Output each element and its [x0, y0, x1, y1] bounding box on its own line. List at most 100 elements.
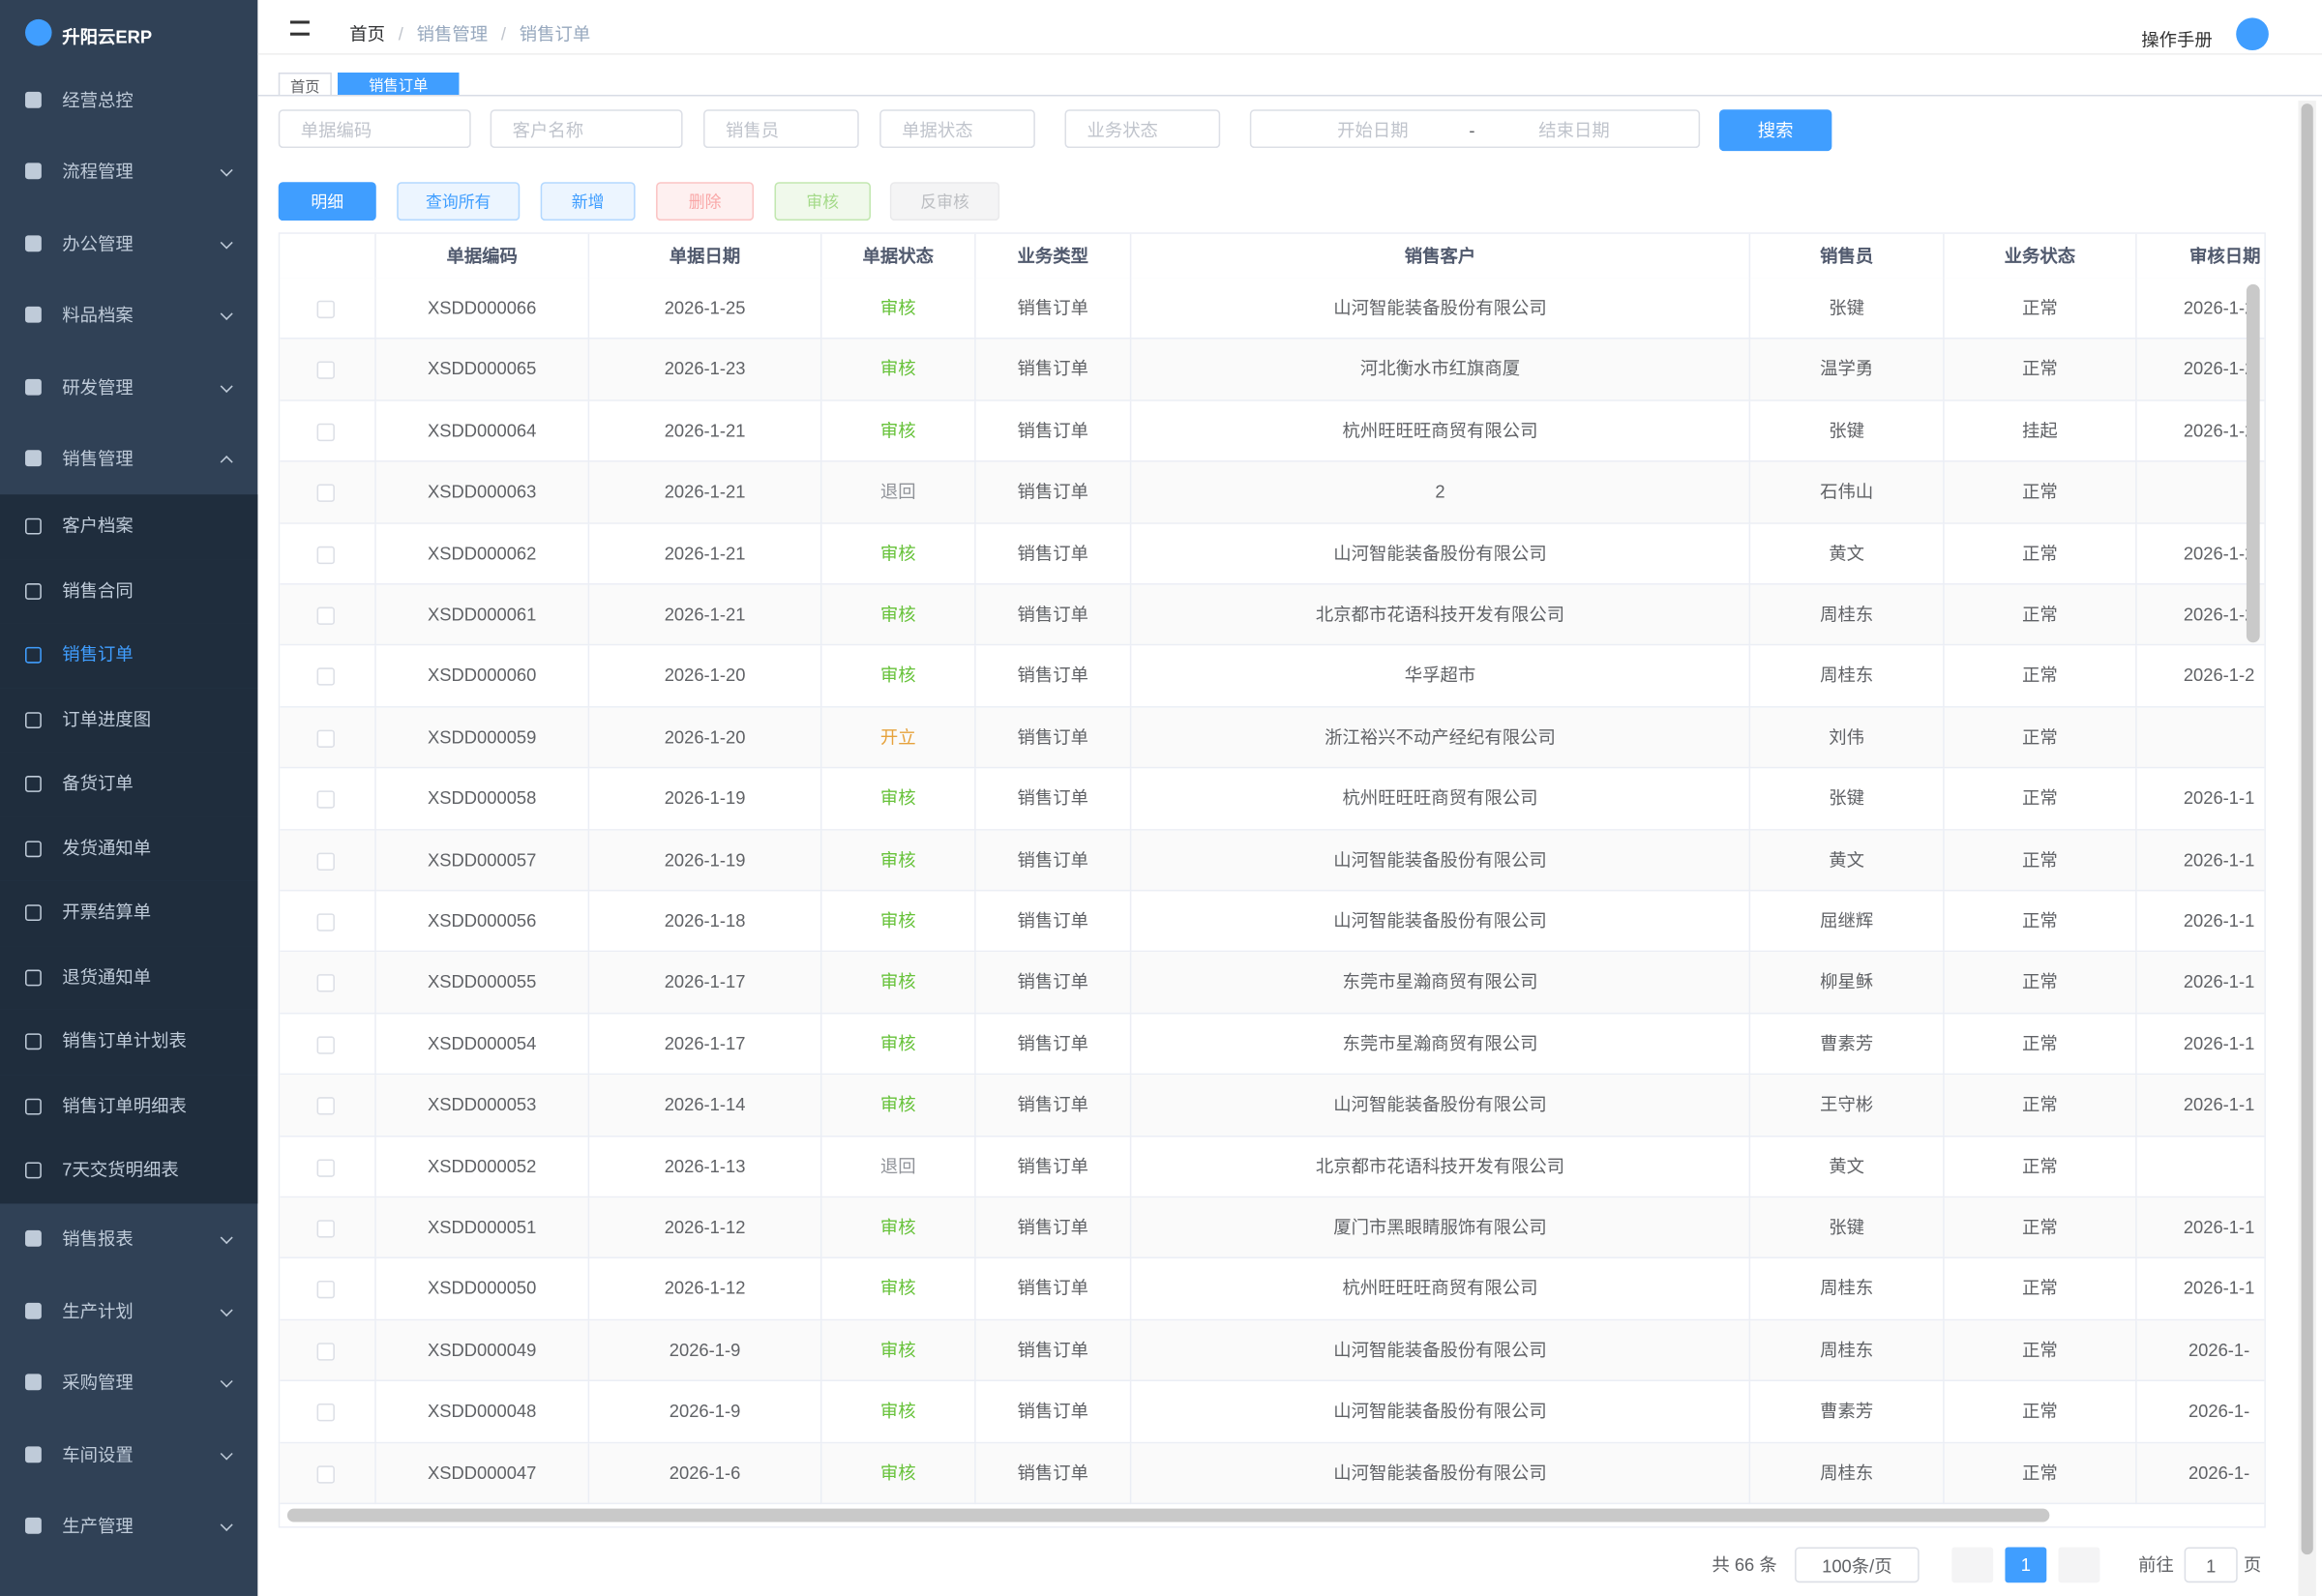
tag[interactable]: 首页 [278, 72, 332, 95]
menu-item[interactable]: 销售管理 [0, 424, 257, 494]
tag-active[interactable]: 销售订单 [337, 72, 460, 95]
submenu-item[interactable]: 客户档案 [0, 494, 258, 559]
filter-input[interactable]: 单据状态 [879, 109, 1035, 149]
menu-item[interactable]: 车间设置 [0, 1419, 257, 1490]
checkbox[interactable] [316, 852, 335, 871]
submenu-item[interactable]: 7天交货明细表 [0, 1138, 258, 1203]
checkbox[interactable] [316, 423, 335, 441]
checkbox[interactable] [316, 300, 335, 319]
toolbar-button[interactable]: 明细 [278, 182, 376, 222]
table-row[interactable]: XSDD000057 2026-1-19 审核 销售订单 山河智能装备股份有限公司 黄文正… [280, 830, 2265, 892]
submenu-item[interactable]: 发货通知单 [0, 816, 258, 881]
menu-item[interactable]: 研发管理 [0, 352, 257, 423]
submenu-item[interactable]: 开票结算单 [0, 880, 258, 946]
checkbox-cell[interactable] [280, 1136, 376, 1198]
checkbox-cell[interactable] [280, 400, 376, 462]
menu-item[interactable]: 采购管理 [0, 1347, 257, 1418]
checkbox[interactable] [316, 729, 335, 748]
table-row[interactable]: XSDD000049 2026-1-9 审核 销售订单 山河智能装备股份有限公司 周桂东正… [280, 1319, 2265, 1382]
toolbar-button[interactable]: 反审核 [889, 182, 1000, 222]
table-row[interactable]: XSDD000065 2026-1-23 审核 销售订单 河北衡水市红旗商厦 温学勇 正常 2… [280, 340, 2265, 401]
checkbox-cell[interactable] [280, 1258, 376, 1320]
filter-input[interactable]: 单据编码 [278, 109, 471, 149]
table-row[interactable]: XSDD000062 2026-1-21 审核 销售订单 山河智能装备股份有限公司 黄文正… [280, 523, 2265, 585]
crumb[interactable]: 首页 [349, 23, 385, 44]
checkbox-cell[interactable] [280, 1381, 376, 1443]
checkbox[interactable] [316, 1220, 335, 1238]
checkbox[interactable] [316, 606, 335, 625]
goto-input[interactable]: 1 [2184, 1547, 2238, 1583]
checkbox[interactable] [316, 974, 335, 993]
checkbox[interactable] [316, 913, 335, 931]
submenu-item[interactable]: 订单进度图 [0, 687, 258, 753]
table-row[interactable]: XSDD000056 2026-1-18 审核 销售订单 山河智能装备股份有限公司 屈继辉… [280, 891, 2265, 953]
menu-item[interactable]: 生产计划 [0, 1276, 257, 1346]
header-cell[interactable]: 单据日期 [589, 233, 822, 279]
submenu-item[interactable]: 销售订单计划表 [0, 1009, 258, 1075]
page-number[interactable]: 1 [2005, 1547, 2047, 1583]
checkbox-cell[interactable] [280, 461, 376, 524]
prev-button[interactable] [1951, 1547, 1994, 1583]
submenu-item[interactable]: 销售订单明细表 [0, 1074, 258, 1139]
checkbox-cell[interactable] [280, 523, 376, 585]
checkbox[interactable] [316, 484, 335, 503]
filter-input[interactable]: 客户名称 [490, 109, 683, 149]
table-row[interactable]: XSDD000063 2026-1-21 退回 销售订单 2 石伟山 正常 [280, 461, 2265, 524]
checkbox[interactable] [316, 1281, 335, 1299]
submenu-item[interactable]: 备货订单 [0, 752, 258, 817]
checkbox-cell[interactable] [280, 1319, 376, 1382]
next-button[interactable] [2058, 1547, 2100, 1583]
crumb[interactable]: 销售管理 [416, 23, 489, 44]
checkbox[interactable] [316, 1158, 335, 1177]
menu-item[interactable]: 办公管理 [0, 209, 257, 280]
submenu-item[interactable]: 退货通知单 [0, 945, 258, 1010]
menu-item[interactable]: 经营总控 [0, 65, 257, 135]
hamburger[interactable] [289, 20, 310, 36]
table-row[interactable]: XSDD000053 2026-1-14 审核 销售订单 山河智能装备股份有限公司 王守彬… [280, 1075, 2265, 1137]
checkbox[interactable] [316, 362, 335, 380]
checkbox[interactable] [316, 1097, 335, 1115]
checkbox[interactable] [316, 1342, 335, 1361]
table-row[interactable]: XSDD000058 2026-1-19 审核 销售订单 杭州旺旺旺商贸有限公司 张键 正常… [280, 768, 2265, 831]
table-row[interactable]: XSDD000048 2026-1-9 审核 销售订单 山河智能装备股份有限公司 曹素芳正… [280, 1381, 2265, 1443]
avatar[interactable] [2236, 17, 2269, 51]
table-row[interactable]: XSDD000051 2026-1-12 审核 销售订单 厦门市黑眼睛服饰有限公司 张键正… [280, 1197, 2265, 1259]
checkbox-cell[interactable] [280, 645, 376, 708]
checkbox[interactable] [316, 1036, 335, 1054]
search-button[interactable]: 搜索 [1719, 109, 1832, 152]
checkbox-cell[interactable] [280, 278, 376, 340]
checkbox[interactable] [316, 1464, 335, 1484]
checkbox-cell[interactable] [280, 830, 376, 892]
toolbar-button[interactable]: 审核 [774, 182, 871, 222]
checkbox-cell[interactable] [280, 1075, 376, 1137]
toolbar-button[interactable]: 新增 [540, 182, 636, 222]
checkbox[interactable] [316, 790, 335, 809]
checkbox-cell[interactable] [280, 952, 376, 1015]
table-row[interactable]: XSDD000059 2026-1-20 开立 销售订单 浙江裕兴不动产经纪有限公司 刘伟… [280, 707, 2265, 769]
submenu-item[interactable]: 销售合同 [0, 558, 258, 624]
menu-item[interactable]: 销售报表 [0, 1203, 257, 1274]
checkbox-cell[interactable] [280, 1442, 376, 1505]
toolbar-button[interactable]: 查询所有 [397, 182, 521, 222]
menu-item[interactable]: 料品档案 [0, 281, 257, 351]
table-row[interactable]: XSDD000047 2026-1-6 审核 销售订单 山河智能装备股份有限公司 周桂东正… [280, 1442, 2265, 1505]
table-row[interactable]: XSDD000066 2026-1-25 审核 销售订单 山河智能装备股份有限公司 张键正… [280, 278, 2265, 340]
table-row[interactable]: XSDD000064 2026-1-21 审核 销售订单 杭州旺旺旺商贸有限公司 张键 挂起… [280, 400, 2265, 462]
manual-link[interactable]: 操作手册 [2141, 29, 2213, 51]
checkbox-cell[interactable] [280, 1014, 376, 1076]
table-row[interactable]: XSDD000060 2026-1-20 审核 销售订单 华孚超市 周桂东 正常 2026-1… [280, 645, 2265, 708]
submenu-item[interactable]: 销售订单 [0, 623, 258, 688]
checkbox-cell[interactable] [280, 768, 376, 831]
table-row[interactable]: XSDD000050 2026-1-12 审核 销售订单 杭州旺旺旺商贸有限公司 周桂东正… [280, 1258, 2265, 1320]
table-row[interactable]: XSDD000054 2026-1-17 审核 销售订单 东莞市星瀚商贸有限公司 曹素芳正… [280, 1014, 2265, 1076]
page-size[interactable]: 100条/页 [1795, 1547, 1920, 1583]
checkbox-cell[interactable] [280, 584, 376, 646]
checkbox[interactable] [316, 667, 335, 687]
filter-input[interactable]: 销售员 [703, 109, 859, 149]
checkbox-cell[interactable] [280, 891, 376, 953]
menu-item[interactable]: 流程管理 [0, 136, 257, 207]
checkbox-cell[interactable] [280, 1197, 376, 1259]
table-row[interactable]: XSDD000055 2026-1-17 审核 销售订单 东莞市星瀚商贸有限公司 柳星稣正… [280, 952, 2265, 1015]
checkbox-cell[interactable] [280, 340, 376, 401]
date-range[interactable]: 开始日期 - 结束日期 [1249, 109, 1701, 149]
